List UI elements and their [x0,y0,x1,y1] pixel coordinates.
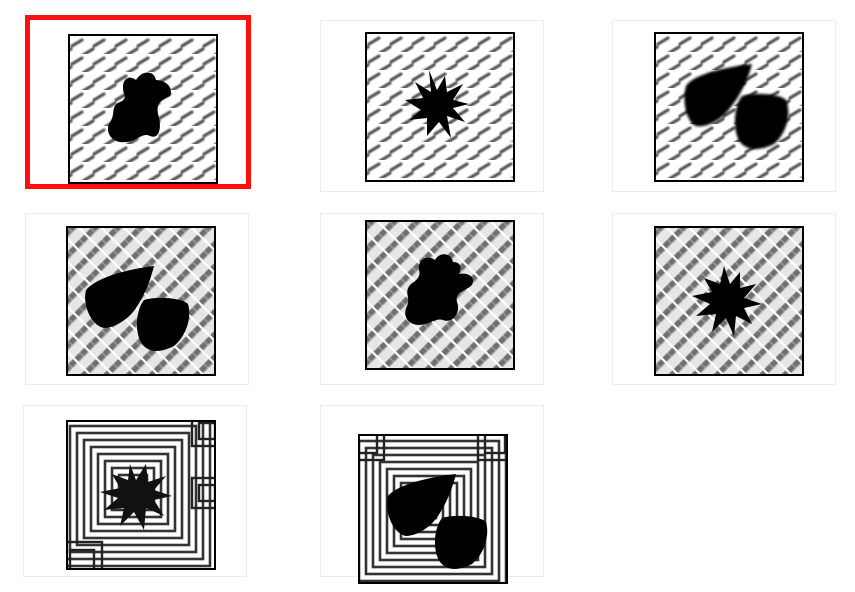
captcha-tile-4[interactable] [25,213,249,385]
captcha-tile-3[interactable] [612,20,836,192]
tile-image-4 [66,226,216,376]
lattice-pattern-blob-image [367,222,513,368]
tile-image-6 [654,226,804,376]
tile-image-8 [358,434,508,584]
tile-image-2 [365,32,515,182]
squares-pattern-star-image [68,422,214,568]
tile-image-7 [66,420,216,570]
dash-pattern-star-image [367,34,513,180]
dash-pattern-blob-image [70,36,216,182]
captcha-tile-8[interactable] [320,405,544,584]
lattice-pattern-rocks-image [68,228,214,374]
dash-pattern-rocks-image [656,34,802,180]
captcha-tile-5[interactable] [320,213,544,385]
captcha-tile-1[interactable] [25,15,251,189]
tile-image-5 [365,220,515,370]
tile-image-1 [68,34,218,184]
captcha-tile-2[interactable] [320,20,544,192]
captcha-tile-7[interactable] [23,405,247,577]
squares-pattern-rocks-image [360,436,506,582]
captcha-tile-6[interactable] [612,213,836,385]
lattice-pattern-star-image [656,228,802,374]
tile-image-3 [654,32,804,182]
